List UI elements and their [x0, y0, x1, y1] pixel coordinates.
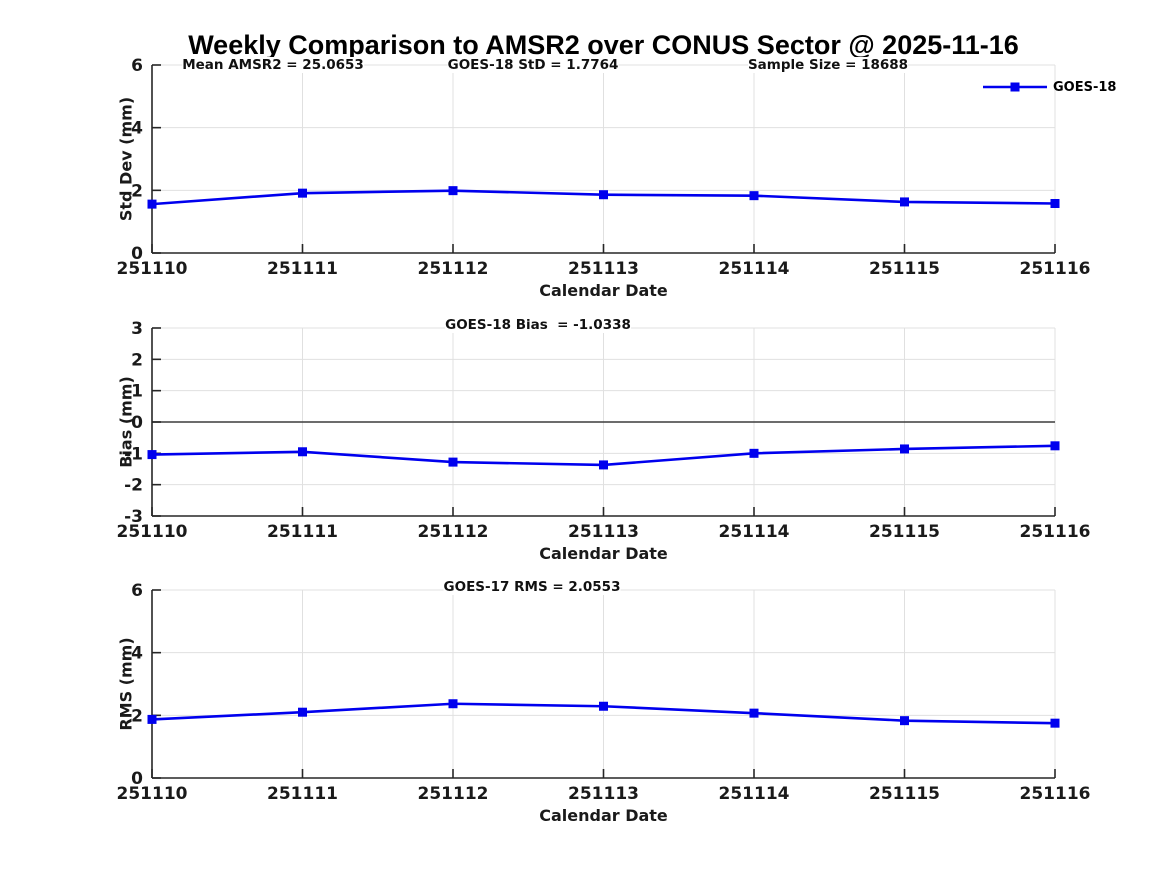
- x-tick-labels: 251110 251111 251112 251113 251114 251115 2511…: [117, 259, 1091, 279]
- y-tick-label: 2: [131, 350, 143, 370]
- annotation-sample-size: Sample Size = 18688: [747, 57, 909, 73]
- x-tick-label: 251113: [568, 784, 639, 804]
- chart-title: Weekly Comparison to AMSR2 over CONUS Se…: [188, 30, 1019, 60]
- data-point-marker: [147, 714, 157, 724]
- x-axis-label-3: Calendar Date: [539, 806, 668, 825]
- y-tick-label: 0: [131, 413, 143, 433]
- data-markers-goes-18: [147, 186, 1060, 209]
- data-markers-goes-17: [147, 699, 1060, 728]
- legend-line-marker-icon: [983, 82, 1047, 92]
- x-tick-label: 251116: [1020, 784, 1091, 804]
- data-point-marker: [147, 450, 157, 460]
- y-tick-label: -3: [124, 507, 143, 527]
- bias-plot-area: 251110 251111 251112 251113 251114 251115 2511…: [117, 319, 1091, 542]
- data-markers-goes-18: [147, 441, 1060, 470]
- y-tick-labels: 0 2 4 6: [131, 56, 143, 264]
- x-tick-label: 251112: [418, 522, 489, 542]
- annotation-goes18-std: GOES-18 StD = 1.7764: [447, 57, 619, 73]
- x-tick-label: 251114: [719, 784, 790, 804]
- data-point-marker: [298, 707, 307, 717]
- x-tick-label: 251115: [869, 784, 940, 804]
- y-tick-label: 6: [131, 581, 143, 601]
- x-tick-label: 251114: [719, 522, 790, 542]
- data-point-marker: [448, 186, 458, 196]
- data-point-marker: [1050, 718, 1060, 728]
- data-point-marker: [448, 457, 458, 467]
- y-tick-label: 4: [131, 644, 143, 664]
- y-tick-label: 4: [131, 119, 143, 139]
- x-axis-label-2: Calendar Date: [539, 544, 668, 563]
- axes: [151, 64, 1056, 254]
- legend: GOES-18: [983, 79, 1116, 95]
- x-tick-label: 251113: [568, 522, 639, 542]
- x-tick-label: 251110: [117, 784, 188, 804]
- data-point-marker: [599, 190, 608, 200]
- legend-label: GOES-18: [1053, 79, 1117, 95]
- data-point-marker: [298, 447, 307, 457]
- x-tick-label: 251115: [869, 522, 940, 542]
- data-point-marker: [1050, 198, 1060, 208]
- gridlines: [151, 589, 1056, 779]
- x-tick-label: 251116: [1020, 259, 1091, 279]
- x-tick-labels: 251110 251111 251112 251113 251114 251115 2511…: [117, 784, 1091, 804]
- x-tick-label: 251112: [418, 784, 489, 804]
- data-point-marker: [599, 460, 608, 470]
- x-tick-label: 251111: [267, 784, 338, 804]
- x-tick-label: 251111: [267, 522, 338, 542]
- data-point-marker: [900, 444, 909, 454]
- y-tick-label: 2: [131, 181, 143, 201]
- y-tick-label: 3: [131, 319, 143, 339]
- x-tick-label: 251114: [719, 259, 790, 279]
- y-tick-label: 0: [131, 244, 143, 264]
- x-axis-label-1: Calendar Date: [539, 281, 668, 300]
- data-point-marker: [599, 701, 608, 711]
- y-tick-label: 0: [131, 769, 143, 789]
- x-tick-labels: 251110 251111 251112 251113 251114 251115 2511…: [117, 522, 1091, 542]
- gridlines: [151, 64, 1056, 254]
- x-tick-label: 251110: [117, 259, 188, 279]
- data-point-marker: [749, 448, 759, 458]
- data-point-marker: [900, 197, 909, 207]
- data-point-marker: [749, 191, 759, 201]
- data-point-marker: [900, 716, 909, 726]
- y-tick-label: 1: [131, 382, 143, 402]
- data-point-marker: [448, 699, 458, 709]
- y-tick-labels: 3 2 1 0 -1 -2 -3: [124, 319, 143, 527]
- x-tick-label: 251116: [1020, 522, 1091, 542]
- x-tick-label: 251113: [568, 259, 639, 279]
- data-point-marker: [147, 199, 157, 209]
- x-tick-label: 251112: [418, 259, 489, 279]
- annotation-goes18-bias: GOES-18 Bias = -1.0338: [445, 317, 631, 333]
- x-tick-label: 251115: [869, 259, 940, 279]
- y-tick-label: -2: [124, 476, 143, 496]
- data-point-marker: [298, 188, 307, 198]
- y-tick-label: 2: [131, 706, 143, 726]
- y-tick-label: 6: [131, 56, 143, 76]
- y-axis-label-std-dev: Std Dev (mm): [116, 96, 136, 222]
- rms-plot-area: 251110 251111 251112 251113 251114 251115 2511…: [117, 581, 1091, 804]
- x-tick-label: 251111: [267, 259, 338, 279]
- data-point-marker: [1050, 441, 1060, 451]
- axes: [151, 327, 1056, 517]
- y-tick-labels: 0 2 4 6: [131, 581, 143, 789]
- y-tick-label: -1: [124, 444, 143, 464]
- data-point-marker: [749, 708, 759, 718]
- std-dev-plot-area: 251110 251111 251112 251113 251114 251115 2511…: [117, 56, 1091, 279]
- annotation-mean-amsr2: Mean AMSR2 = 25.0653: [182, 57, 364, 73]
- annotation-goes17-rms: GOES-17 RMS = 2.0553: [443, 579, 621, 595]
- x-tick-label: 251110: [117, 522, 188, 542]
